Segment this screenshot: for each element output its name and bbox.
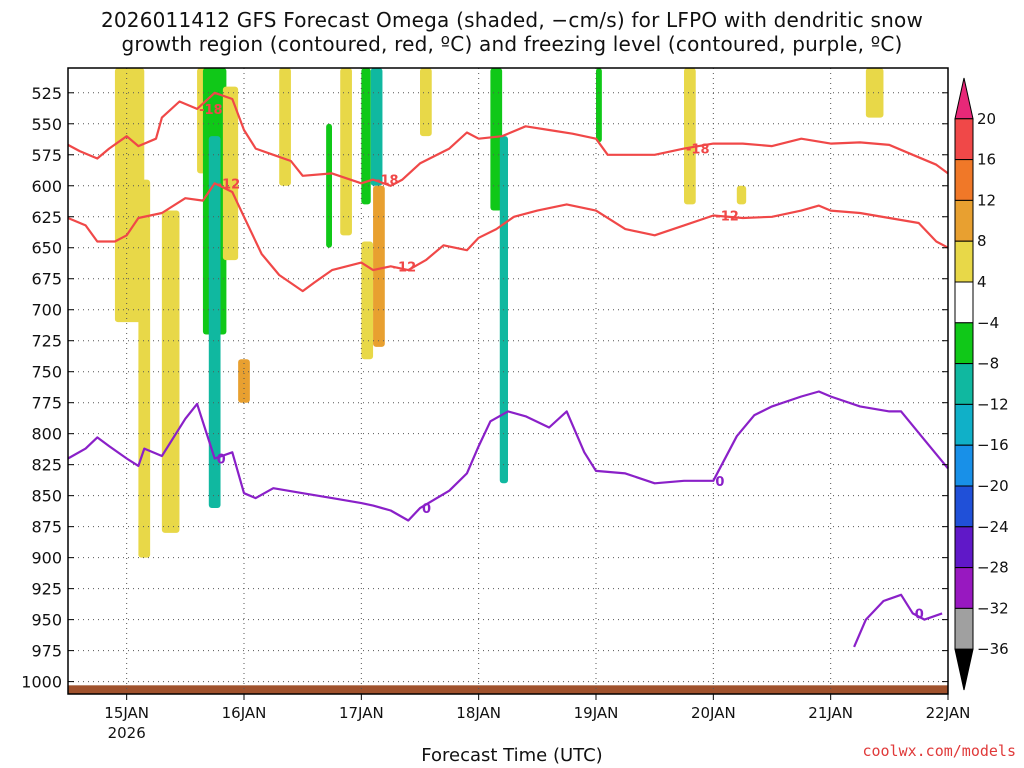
x-tick-sublabel: 2026 [108,724,146,742]
chart-title-line1: 2026011412 GFS Forecast Omega (shaded, −… [100,8,924,32]
omega-shade [736,185,747,205]
colorbar-top-arrow [954,77,974,120]
colorbar-label: −32 [977,599,1009,617]
colorbar-box [954,199,974,242]
colorbar-label: −36 [977,640,1009,658]
omega-shade [865,68,884,118]
omega-shade [161,210,180,533]
contour-label: 0 [217,452,226,467]
contour-label: -18 [686,143,710,158]
contour-label: 0 [915,607,924,622]
contour-label: -12 [217,177,241,192]
y-tick-label: 700 [31,301,62,320]
colorbar-box [954,485,974,528]
colorbar-box [954,403,974,446]
x-tick-label: 16JAN [222,704,267,722]
x-axis-label: Forecast Time (UTC) [421,745,603,766]
plot-frame [67,67,949,695]
omega-shade [596,68,602,143]
omega-shade [326,123,332,248]
colorbar-label: −16 [977,436,1009,454]
x-tick-label: 22JAN [926,704,971,722]
colorbar-label: 8 [977,232,987,250]
omega-shade [222,86,239,261]
y-tick-label: 625 [31,208,62,227]
x-tick-label: 19JAN [574,704,619,722]
colorbar-box [954,607,974,650]
colorbar-label: −20 [977,477,1009,495]
contour-label: -18 [199,103,223,118]
y-tick-label: 975 [31,642,62,661]
y-tick-label: 875 [31,518,62,537]
x-tick-label: 21JAN [808,704,853,722]
y-tick-label: 775 [31,394,62,413]
contour-label: 0 [422,502,431,517]
omega-shade [684,68,696,205]
colorbar-label: 4 [977,273,987,291]
colorbar-label: −4 [977,314,999,332]
omega-shade [238,359,250,403]
y-tick-label: 825 [31,456,62,475]
chart-title-line2: growth region (contoured, red, ºC) and f… [121,32,903,56]
colorbar-bottom-arrow [954,648,974,691]
y-tick-label: 750 [31,363,62,382]
colorbar-label: −8 [977,355,999,373]
colorbar-box [954,159,974,201]
omega-shade [208,136,221,509]
colorbar-label: −12 [977,395,1009,413]
omega-shade [490,68,503,211]
colorbar-label: 12 [977,191,996,209]
contour-label: -18 [375,174,399,189]
colorbar-box [954,118,974,161]
site-credit: coolwx.com/models [862,742,1016,760]
y-tick-label: 575 [31,146,62,165]
omega-shade [138,179,151,558]
x-tick-label: 17JAN [339,704,384,722]
colorbar-box [954,281,974,324]
y-tick-label: 950 [31,611,62,630]
colorbar-box [954,444,974,487]
colorbar-label: −28 [977,559,1009,577]
colorbar-box [954,240,974,283]
contour-0 [67,390,949,522]
omega-shade [373,185,385,347]
y-tick-label: 800 [31,425,62,444]
colorbar-box [954,526,974,569]
omega-shade [114,68,145,323]
colorbar-label: 20 [977,110,996,128]
y-tick-label: 525 [31,84,62,103]
omega-shade [361,68,371,205]
x-tick-label: 20JAN [691,704,736,722]
contour-label: -12 [715,210,739,225]
y-tick-label: 650 [31,239,62,258]
contour--18 [67,91,949,187]
colorbar-label: 16 [977,151,996,169]
omega-shade [361,241,374,360]
contour-0 [853,593,943,648]
y-tick-label: 850 [31,487,62,506]
y-tick-label: 600 [31,177,62,196]
colorbar-label: −24 [977,518,1009,536]
omega-shade [420,68,432,137]
contour-label: -12 [393,260,417,275]
y-tick-label: 725 [31,332,62,351]
x-tick-label: 18JAN [456,704,501,722]
y-tick-label: 550 [31,115,62,134]
omega-shade [279,68,291,186]
y-tick-label: 900 [31,549,62,568]
y-tick-label: 1000 [21,673,62,692]
x-tick-label: 15JAN [104,704,149,722]
colorbar-box [954,567,974,609]
y-tick-label: 925 [31,580,62,599]
colorbar-box [954,363,974,405]
contour--12 [67,182,949,293]
omega-shade [370,68,383,186]
ground-terrain [68,685,948,694]
y-tick-label: 675 [31,270,62,289]
contour-label: 0 [715,475,724,490]
omega-shade [340,68,352,236]
colorbar-box [954,322,974,365]
